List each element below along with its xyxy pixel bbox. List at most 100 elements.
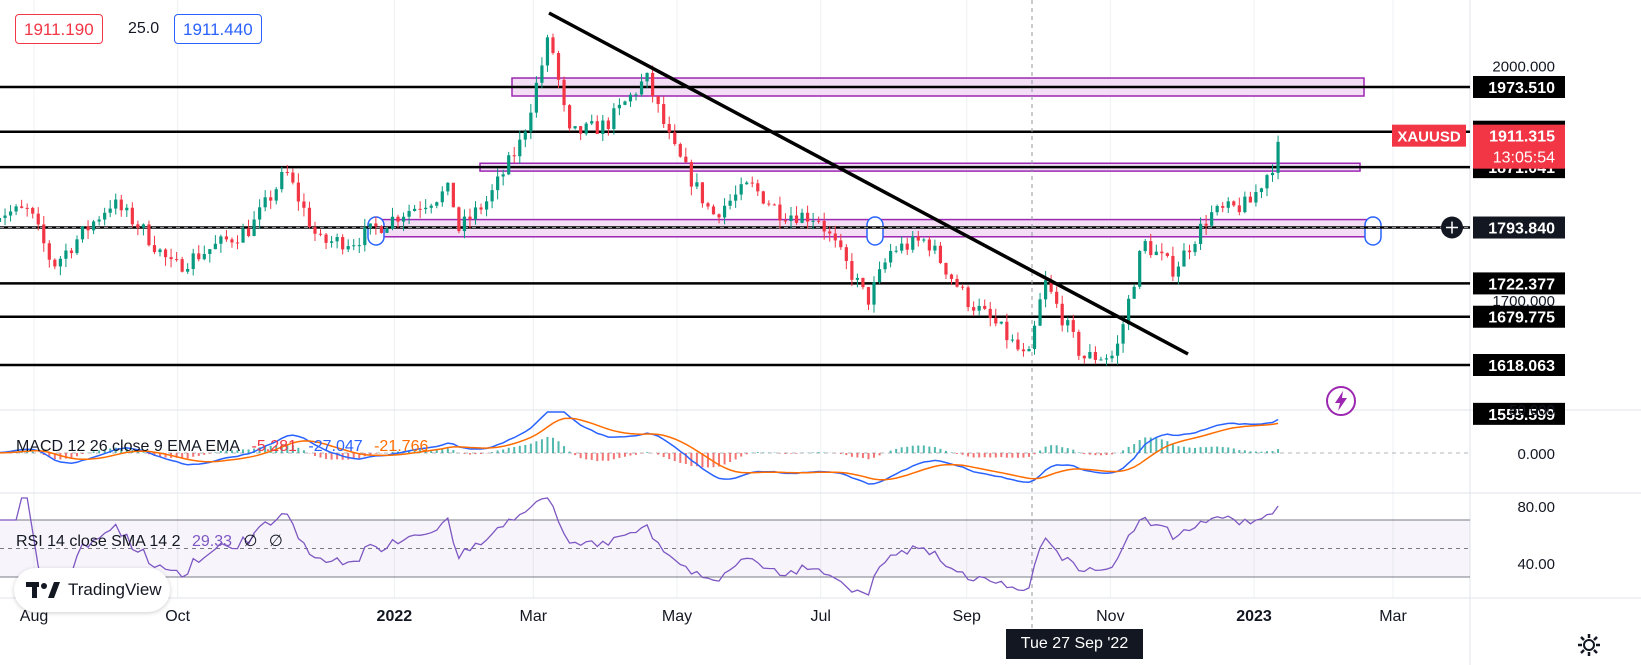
macd-histogram-bar (1238, 450, 1241, 453)
macd-histogram-bar (657, 453, 660, 455)
candle-body (91, 221, 96, 231)
macd-histogram-bar (906, 446, 909, 453)
candle-body (606, 120, 610, 129)
macd-histogram-bar (258, 447, 261, 453)
candle-body (8, 211, 13, 216)
macd-histogram-bar (208, 453, 211, 454)
macd-histogram-bar (518, 445, 521, 453)
macd-histogram-bar (601, 453, 604, 461)
macd-pane[interactable] (0, 411, 1470, 485)
macd-histogram-bar (1027, 453, 1030, 457)
tradingview-logo[interactable]: TradingView (14, 568, 170, 612)
candle-body (960, 286, 965, 288)
candle-body (280, 171, 284, 190)
candle-body (440, 191, 444, 203)
macd-histogram-bar (92, 451, 95, 453)
rsi-pane[interactable] (0, 497, 1470, 596)
candle-body (900, 243, 904, 251)
price-level-label: 1973.510 (1488, 80, 1555, 97)
price-axis[interactable]: 2000.0001700.0001973.5101916.3461871.041… (1392, 58, 1565, 573)
macd-histogram-bar (253, 448, 256, 453)
macd-histogram-bar (1072, 449, 1075, 453)
macd-histogram-bar (181, 453, 184, 459)
macd-histogram-bar (1061, 447, 1064, 453)
candle-body (496, 176, 500, 191)
macd-histogram-bar (513, 447, 516, 453)
horizontal-levels[interactable] (0, 0, 1470, 630)
candle-body (1132, 286, 1136, 299)
macd-histogram-bar (358, 453, 361, 459)
zone-drag-handle[interactable] (866, 216, 884, 246)
time-axis-tick: 2023 (1236, 608, 1272, 625)
macd-histogram-bar (369, 453, 372, 455)
macd-histogram-bar (1039, 450, 1042, 453)
macd-histogram-bar (978, 453, 981, 458)
candle-body (711, 206, 716, 215)
candle-body (230, 239, 234, 243)
settings-gear-icon[interactable] (1576, 632, 1602, 658)
candle-body (53, 259, 57, 267)
rsi-legend[interactable]: RSI 14 close SMA 14 2 29.33 ∅ ∅ (16, 531, 290, 551)
macd-legend[interactable]: MACD 12 26 close 9 EMA EMA -5.281 -27.04… (16, 438, 435, 456)
candle-body (1138, 251, 1142, 287)
macd-histogram-bar (225, 450, 228, 453)
macd-histogram-bar (524, 444, 527, 453)
candle-body (673, 132, 677, 145)
candle-body (988, 308, 992, 318)
candle-body (341, 237, 345, 250)
candle-body (3, 215, 7, 218)
macd-histogram-bar (347, 453, 350, 460)
zone-drag-handle[interactable] (1364, 216, 1382, 246)
symbol-price-tag[interactable] (1392, 124, 1466, 147)
candle-body (291, 172, 295, 183)
macd-histogram-bar (336, 453, 339, 460)
macd-histogram-bar (718, 453, 721, 467)
candle-body (490, 190, 494, 202)
macd-histogram-bar (729, 453, 732, 463)
downtrend-line[interactable] (548, 11, 1189, 356)
candle-body (579, 126, 583, 134)
candle-body (927, 239, 931, 251)
ask-price[interactable]: 1911.440 (174, 14, 262, 44)
macd-histogram-bar (136, 451, 139, 453)
macd-histogram-bar (684, 453, 687, 465)
candle-body (80, 226, 85, 240)
rsi-extra2: ∅ (268, 533, 283, 550)
macd-histogram-bar (529, 443, 532, 453)
macd-histogram-bar (1094, 453, 1097, 456)
trendline[interactable] (548, 11, 1189, 356)
candle-body (839, 240, 843, 248)
time-axis[interactable]: Aug Oct 2022 Mar May Jul Sep Nov 2023 Mar (20, 608, 1408, 625)
macd-histogram-bar (142, 452, 145, 453)
macd-histogram-bar (856, 453, 859, 458)
candle-body (1016, 339, 1020, 350)
candle-body (933, 245, 937, 251)
bid-price[interactable]: 1911.190 (15, 14, 103, 44)
candle-body (368, 223, 372, 228)
candle-body (745, 182, 749, 185)
macd-histogram-bar (1199, 447, 1202, 453)
candle-body (717, 214, 721, 218)
lightning-icon[interactable] (1325, 385, 1357, 417)
candle-body (1104, 358, 1109, 360)
candle-body (612, 108, 616, 129)
macd-histogram-bar (723, 453, 726, 465)
macd-histogram-bar (1205, 447, 1208, 453)
candle-body (1115, 343, 1120, 356)
candle-body (601, 120, 605, 134)
macd-histogram-bar (933, 447, 936, 453)
macd-histogram-bar (612, 453, 615, 460)
macd-histogram-bar (1111, 453, 1114, 455)
candle-body (125, 207, 129, 211)
candle-body (1005, 321, 1009, 341)
symbol-label: XAUUSD (1397, 129, 1461, 146)
candle-body (346, 246, 350, 250)
macd-histogram-bar (286, 444, 289, 453)
candle-body (523, 131, 527, 140)
macd-histogram-bar (98, 450, 101, 453)
candle-body (64, 250, 68, 259)
candle-body (695, 182, 699, 187)
macd-histogram-bar (480, 453, 483, 454)
macd-histogram-bar (48, 453, 51, 458)
